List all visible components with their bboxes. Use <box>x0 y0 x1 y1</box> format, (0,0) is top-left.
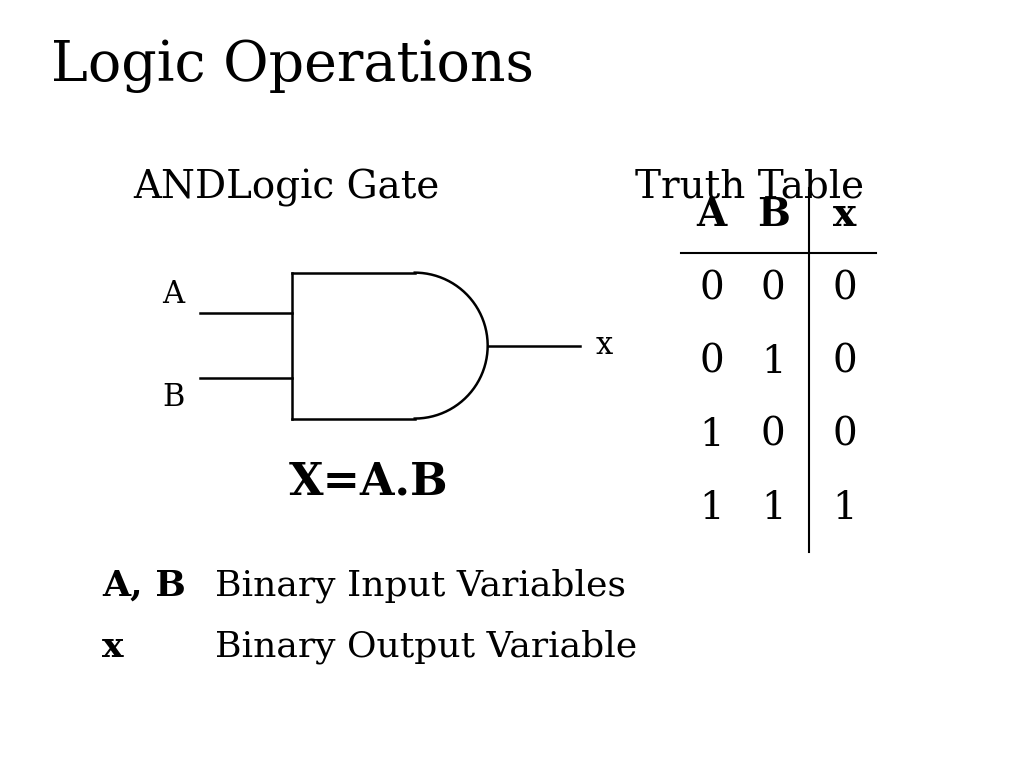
Text: A: A <box>696 196 727 233</box>
Text: 1: 1 <box>761 344 785 381</box>
Text: 1: 1 <box>833 490 857 527</box>
Text: 1: 1 <box>761 490 785 527</box>
Text: ANDLogic Gate: ANDLogic Gate <box>133 169 439 207</box>
Text: Binary Output Variable: Binary Output Variable <box>215 630 637 664</box>
Text: 0: 0 <box>761 417 785 454</box>
Text: 0: 0 <box>761 271 785 308</box>
Text: 0: 0 <box>833 271 857 308</box>
Text: Logic Operations: Logic Operations <box>51 38 535 93</box>
Text: 0: 0 <box>699 271 724 308</box>
Text: A: A <box>162 279 184 310</box>
Text: 0: 0 <box>833 417 857 454</box>
Text: x: x <box>834 196 856 233</box>
Text: 0: 0 <box>833 344 857 381</box>
Text: X=A.B: X=A.B <box>289 461 449 504</box>
Text: Truth Table: Truth Table <box>635 169 864 206</box>
Text: 1: 1 <box>699 490 724 527</box>
Text: B: B <box>757 196 790 233</box>
Text: 0: 0 <box>699 344 724 381</box>
Text: 1: 1 <box>699 417 724 454</box>
Text: x: x <box>102 630 124 664</box>
Text: Binary Input Variables: Binary Input Variables <box>215 568 626 603</box>
Text: B: B <box>162 382 184 412</box>
Text: x: x <box>595 330 612 361</box>
Text: A, B: A, B <box>102 568 186 602</box>
